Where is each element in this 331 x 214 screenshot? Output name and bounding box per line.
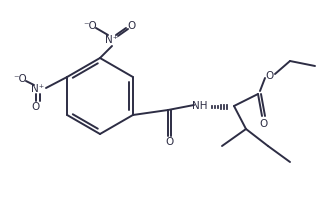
Text: O: O bbox=[165, 137, 173, 147]
Text: N⁺: N⁺ bbox=[31, 84, 45, 94]
Text: ⁻O: ⁻O bbox=[13, 74, 27, 84]
Text: NH: NH bbox=[192, 101, 208, 111]
Text: ⁻O: ⁻O bbox=[83, 21, 97, 31]
Text: O: O bbox=[259, 119, 267, 129]
Text: O: O bbox=[266, 71, 274, 81]
Text: O: O bbox=[31, 102, 39, 112]
Text: N⁺: N⁺ bbox=[105, 35, 118, 45]
Text: O: O bbox=[128, 21, 136, 31]
